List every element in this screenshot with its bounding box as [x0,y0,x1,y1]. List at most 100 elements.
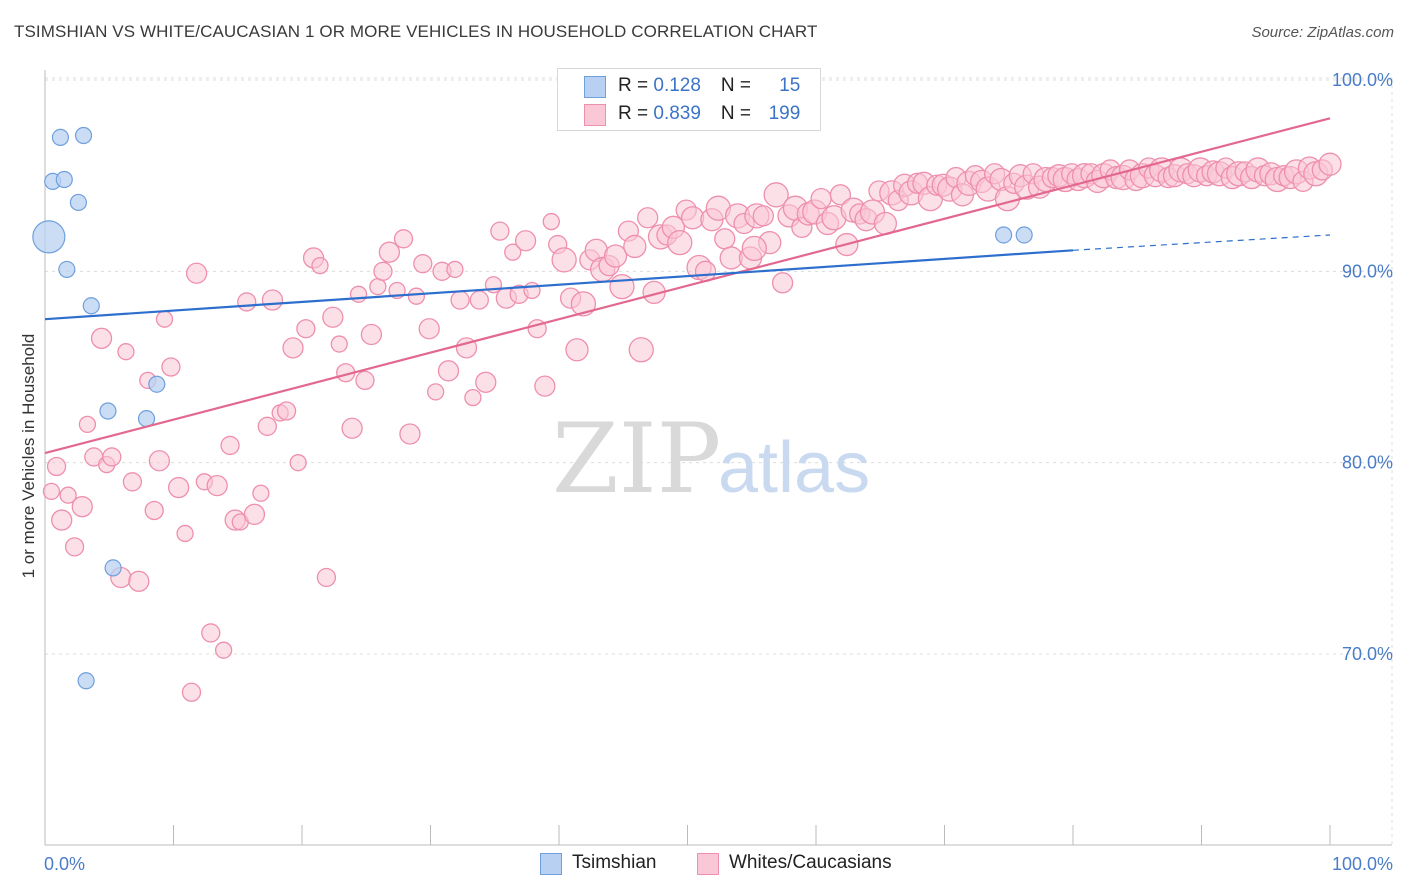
grid [45,77,1393,845]
white-point [714,228,736,250]
white-point [167,476,190,499]
white-point [437,360,460,382]
white-point [176,524,194,543]
tsimshian-point [58,260,76,279]
white-point [469,290,489,310]
white-point [603,244,628,268]
tsimshian-swatch [540,853,562,875]
white-point [667,229,693,256]
white-point [243,503,266,525]
white-point [102,447,122,467]
tsimshian-point [69,193,88,212]
white-point [220,435,240,456]
white-points [42,152,1342,702]
tsimshian-trend-line [44,249,1074,321]
white-point [261,289,284,311]
white-point [373,261,393,281]
white-point [551,247,577,273]
tsimshian-point [32,220,66,254]
x-tick-label: 100.0% [1332,854,1393,874]
white-point [144,500,164,521]
tsimshian-point [1015,226,1033,244]
white-point [752,205,774,227]
bottom-legend-label: Whites/Caucasians [729,852,892,873]
tsimshian-swatch [584,76,606,98]
white-point [214,641,233,659]
r-label: R = [618,75,654,96]
white-swatch [697,853,719,875]
white-point [407,287,426,305]
white-point [117,343,135,361]
r-label: R = [618,103,654,124]
tsimshian-point [77,672,95,690]
white-point [637,207,659,229]
tsimshian-point [74,126,93,145]
white-point [330,335,348,353]
white-point [450,290,470,310]
white-point [59,486,77,504]
white-point [399,423,421,445]
x-tick-label: 0.0% [44,854,85,874]
white-point [355,370,375,391]
white-swatch [584,104,606,126]
white-point [349,285,368,303]
white-point [316,567,337,588]
white-point [810,187,832,210]
tsimshian-point [995,226,1013,244]
tick-labels: 70.0% 80.0% 90.0% 100.0% 0.0% 100.0% [44,70,1393,874]
white-point [296,319,316,339]
white-point [276,401,297,421]
white-point [257,416,277,436]
white-point [46,456,67,477]
white-point [252,484,270,502]
white-point [78,415,97,434]
bottom-legend-label: Tsimshian [572,852,657,873]
white-point [289,454,307,472]
white-point [148,450,171,472]
white-point [185,262,208,284]
white-point [418,318,440,340]
y-tick-label: 80.0% [1342,453,1393,473]
legend-row-white: R = 0.839 N = 199 [558,101,820,127]
white-point [565,338,589,362]
white-point [64,537,85,557]
white-point [542,212,560,231]
white-point [161,357,181,377]
white-point [464,388,482,407]
white-point [680,206,705,230]
white-point [237,292,257,312]
white-point [1318,152,1342,176]
y-axis-label: 1 or more Vehicles in Household [19,334,38,579]
legend-text: R = 0.839 N = 199 [618,103,800,125]
tsimshian-point [51,128,70,146]
white-point [122,472,143,492]
tsimshian-point [55,170,73,189]
white-point [628,337,654,363]
white-point [155,310,174,328]
white-point [446,260,464,279]
white-point [490,221,510,241]
white-point [369,277,387,296]
white-point [413,254,433,274]
y-tick-label: 90.0% [1342,261,1393,281]
white-point [771,272,794,294]
tsimshian-point [148,375,166,393]
white-point [534,375,556,397]
white-trend-line [44,117,1331,455]
white-point [360,323,383,346]
white-point [282,337,304,359]
source-label: Source: ZipAtlas.com [1251,24,1394,41]
white-point [181,682,202,702]
white-point [341,417,363,439]
white-point [570,291,597,317]
watermark-atlas: atlas [718,428,870,508]
white-point [829,184,852,206]
white-point [393,229,414,249]
white-point [523,281,541,300]
white-point [378,241,401,263]
n-value: 199 [768,103,801,124]
tsimshian-point [99,402,117,420]
white-point [741,235,767,262]
watermark-zip: ZIP [552,403,721,515]
